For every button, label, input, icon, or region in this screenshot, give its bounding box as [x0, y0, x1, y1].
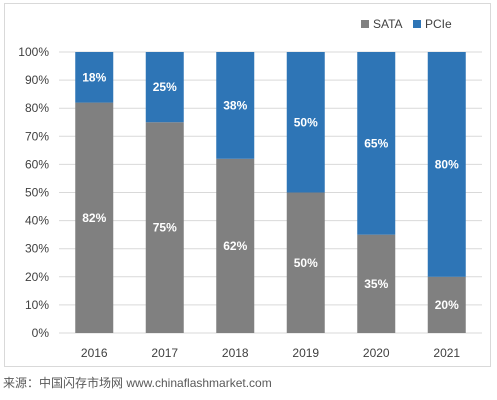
gridlines [59, 51, 482, 334]
y-tick-label: 80% [25, 101, 49, 115]
chart-frame: 0% 10% 20% 30% 40% 50% 60% 70% 80% 90% 100% 82% 18%… [4, 3, 491, 367]
data-label-sata-2021: 20% [435, 298, 459, 312]
legend: SATA PCIe [361, 17, 452, 31]
legend-label-pcie: PCIe [425, 17, 452, 31]
data-label-sata-2016: 82% [82, 211, 106, 225]
y-tick-label: 0% [32, 326, 50, 340]
bar-sata-2019 [286, 192, 325, 333]
y-tick-label: 20% [25, 270, 49, 284]
legend-swatch-sata [361, 20, 369, 28]
x-tick-label: 2020 [363, 346, 390, 360]
bars [75, 52, 466, 333]
bar-sata-2021 [427, 276, 466, 333]
data-label-sata-2020: 35% [364, 277, 388, 291]
bar-sata-2020 [357, 234, 396, 333]
bar-pcie-2021 [427, 52, 466, 277]
x-tick-label: 2019 [292, 346, 319, 360]
data-label-pcie-2019: 50% [294, 115, 318, 129]
data-label-sata-2017: 75% [153, 221, 177, 235]
data-label-pcie-2017: 25% [153, 80, 177, 94]
legend-label-sata: SATA [373, 17, 403, 31]
bar-sata-2016 [75, 102, 114, 333]
data-label-pcie-2021: 80% [435, 157, 459, 171]
y-tick-label: 100% [18, 45, 49, 59]
data-label-sata-2018: 62% [223, 239, 247, 253]
x-tick-label: 2017 [151, 346, 178, 360]
y-tick-label: 60% [25, 157, 49, 171]
y-tick-label: 30% [25, 242, 49, 256]
stacked-bar-chart: 0% 10% 20% 30% 40% 50% 60% 70% 80% 90% 100% 82% 18%… [18, 17, 482, 360]
x-tick-label: 2016 [81, 346, 108, 360]
y-tick-label: 40% [25, 214, 49, 228]
bar-pcie-2020 [357, 52, 396, 235]
bar-pcie-2019 [286, 52, 325, 193]
data-label-pcie-2020: 65% [364, 136, 388, 150]
bar-sata-2018 [216, 158, 255, 333]
legend-swatch-pcie [413, 20, 421, 28]
y-tick-label: 90% [25, 73, 49, 87]
data-label-sata-2019: 50% [294, 256, 318, 270]
x-axis-ticks: 2016 2017 2018 2019 2020 2021 [81, 346, 461, 360]
bar-pcie-2018 [216, 52, 255, 159]
data-label-pcie-2018: 38% [223, 98, 247, 112]
source-note: 来源：中国闪存市场网 www.chinaflashmarket.com [3, 376, 272, 390]
y-tick-label: 50% [25, 186, 49, 200]
bar-sata-2017 [145, 122, 184, 333]
x-tick-label: 2018 [222, 346, 249, 360]
y-tick-label: 10% [25, 298, 49, 312]
x-tick-label: 2021 [433, 346, 460, 360]
data-labels: 82% 18% 75% 25% 62% 38% 50% 50% 35% 65% 20% 80% [82, 70, 459, 312]
data-label-pcie-2016: 18% [82, 70, 106, 84]
bar-pcie-2017 [145, 52, 184, 123]
y-axis-ticks: 0% 10% 20% 30% 40% 50% 60% 70% 80% 90% 100% [18, 45, 49, 340]
bar-pcie-2016 [75, 52, 114, 103]
y-tick-label: 70% [25, 129, 49, 143]
